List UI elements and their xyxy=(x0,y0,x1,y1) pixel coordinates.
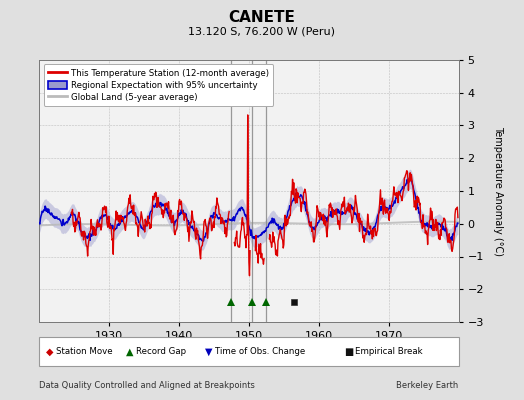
Y-axis label: Temperature Anomaly (°C): Temperature Anomaly (°C) xyxy=(494,126,504,256)
Text: ▲: ▲ xyxy=(126,346,133,357)
Text: Record Gap: Record Gap xyxy=(136,347,187,356)
Legend: This Temperature Station (12-month average), Regional Expectation with 95% uncer: This Temperature Station (12-month avera… xyxy=(43,64,274,106)
Text: ■: ■ xyxy=(344,346,354,357)
Text: Data Quality Controlled and Aligned at Breakpoints: Data Quality Controlled and Aligned at B… xyxy=(39,381,255,390)
Text: 13.120 S, 76.200 W (Peru): 13.120 S, 76.200 W (Peru) xyxy=(189,26,335,36)
Text: Empirical Break: Empirical Break xyxy=(355,347,422,356)
Text: Time of Obs. Change: Time of Obs. Change xyxy=(215,347,305,356)
Text: Berkeley Earth: Berkeley Earth xyxy=(396,381,458,390)
Text: Station Move: Station Move xyxy=(56,347,113,356)
Text: ▼: ▼ xyxy=(205,346,212,357)
Text: ◆: ◆ xyxy=(46,346,53,357)
Text: CANETE: CANETE xyxy=(228,10,296,25)
